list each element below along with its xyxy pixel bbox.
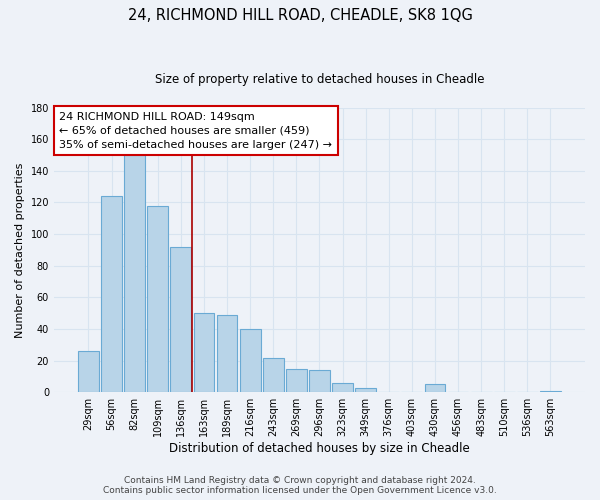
Bar: [355, 388, 376, 392]
Bar: [124, 155, 145, 392]
Bar: [194, 313, 214, 392]
X-axis label: Distribution of detached houses by size in Cheadle: Distribution of detached houses by size …: [169, 442, 470, 455]
Bar: [332, 383, 353, 392]
Bar: [425, 384, 445, 392]
Bar: [240, 329, 260, 392]
Bar: [217, 315, 238, 392]
Bar: [148, 206, 168, 392]
Text: 24, RICHMOND HILL ROAD, CHEADLE, SK8 1QG: 24, RICHMOND HILL ROAD, CHEADLE, SK8 1QG: [128, 8, 472, 22]
Bar: [286, 368, 307, 392]
Text: 24 RICHMOND HILL ROAD: 149sqm
← 65% of detached houses are smaller (459)
35% of : 24 RICHMOND HILL ROAD: 149sqm ← 65% of d…: [59, 112, 332, 150]
Bar: [78, 351, 99, 393]
Bar: [263, 358, 284, 392]
Bar: [540, 391, 561, 392]
Bar: [101, 196, 122, 392]
Bar: [170, 247, 191, 392]
Bar: [309, 370, 330, 392]
Title: Size of property relative to detached houses in Cheadle: Size of property relative to detached ho…: [155, 72, 484, 86]
Y-axis label: Number of detached properties: Number of detached properties: [15, 162, 25, 338]
Text: Contains HM Land Registry data © Crown copyright and database right 2024.
Contai: Contains HM Land Registry data © Crown c…: [103, 476, 497, 495]
